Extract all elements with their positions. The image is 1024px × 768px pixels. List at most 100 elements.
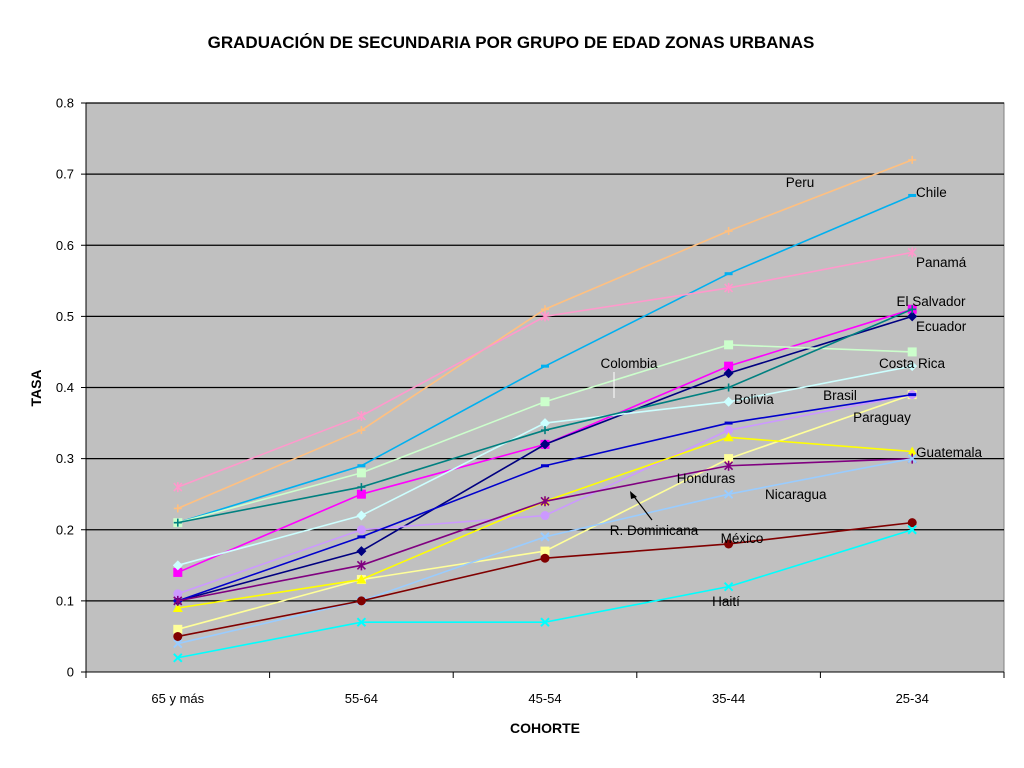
- x-tick-label: 55-64: [345, 691, 378, 706]
- series-annotation: Honduras: [677, 471, 736, 486]
- data-point: [724, 425, 734, 435]
- data-point: [540, 311, 550, 322]
- data-point: [540, 553, 550, 563]
- x-axis-title: COHORTE: [510, 720, 580, 736]
- series-costa-rica: [173, 340, 917, 528]
- series-annotation: Ecuador: [916, 319, 967, 334]
- series-annotation: Peru: [786, 175, 815, 190]
- data-point: [907, 525, 917, 535]
- y-axis-title: TASA: [28, 369, 44, 406]
- data-point: [907, 518, 917, 528]
- data-point: [356, 525, 366, 535]
- data-point: [173, 638, 183, 649]
- data-point: [540, 397, 550, 407]
- data-point: [356, 596, 366, 606]
- data-point: [540, 617, 550, 627]
- series-bolivia: [173, 305, 917, 527]
- series-annotation: Paraguay: [853, 410, 911, 425]
- x-tick-label: 65 y más: [151, 691, 204, 706]
- series-annotation: El Salvador: [896, 294, 966, 309]
- series-annotation: Panamá: [916, 255, 967, 270]
- data-point: [173, 589, 183, 599]
- data-point: [173, 631, 183, 641]
- series-annotation: México: [721, 531, 764, 546]
- data-point: [173, 595, 183, 606]
- y-tick-label: 0.5: [56, 309, 74, 324]
- axes: 0 0.1 0.2 0.3 0.4 0.5 0.6 0.7 0.8 65 y más 55-64 45…: [56, 96, 1005, 706]
- data-point: [173, 518, 182, 527]
- series-hait-: [173, 525, 917, 663]
- data-point: [173, 653, 183, 663]
- y-tick-label: 0.2: [56, 522, 74, 537]
- series-paraguay: [173, 390, 917, 599]
- data-point: [724, 272, 733, 276]
- data-point: [172, 602, 183, 612]
- y-tick-label: 0.6: [56, 238, 74, 253]
- data-point: [356, 468, 366, 478]
- data-point: [907, 446, 918, 456]
- data-point: [357, 464, 366, 468]
- series-layer: [172, 155, 918, 663]
- callout-arrow-head: [630, 491, 637, 499]
- series-annotation: Brasil: [823, 388, 857, 403]
- data-point: [907, 347, 917, 357]
- data-point: [724, 282, 734, 293]
- data-point: [907, 311, 918, 322]
- data-point: [540, 511, 550, 521]
- data-point: [173, 482, 183, 493]
- data-point: [724, 227, 733, 236]
- data-point: [723, 368, 734, 379]
- y-tick-label: 0.3: [56, 451, 74, 466]
- data-point: [724, 421, 733, 425]
- data-point: [723, 489, 734, 499]
- data-point: [724, 340, 734, 350]
- data-point: [356, 510, 367, 521]
- y-tick-label: 0.7: [56, 167, 74, 182]
- data-point: [356, 410, 366, 421]
- series-annotation: Colombia: [600, 356, 658, 371]
- data-point: [357, 535, 366, 539]
- data-point: [908, 393, 917, 397]
- data-point: [907, 453, 917, 464]
- series-panam-: [173, 247, 917, 493]
- y-tick-label: 0.4: [56, 380, 74, 395]
- data-point: [172, 560, 183, 571]
- series-annotation: Guatemala: [916, 445, 983, 460]
- y-tick-label: 0: [67, 665, 74, 680]
- chart-title: GRADUACIÓN DE SECUNDARIA POR GRUPO DE ED…: [208, 33, 815, 52]
- data-point: [540, 532, 550, 542]
- series-annotation: Nicaragua: [765, 487, 827, 502]
- data-point: [723, 432, 734, 442]
- data-point: [356, 546, 367, 557]
- x-tick-label: 45-54: [528, 691, 561, 706]
- data-point: [908, 155, 917, 164]
- data-point: [540, 496, 550, 507]
- y-tick-label: 0.8: [56, 96, 74, 111]
- x-tick-label: 35-44: [712, 691, 745, 706]
- data-point: [357, 483, 366, 492]
- data-point: [724, 539, 734, 549]
- data-point: [356, 489, 366, 499]
- callout-arrow: [631, 493, 653, 521]
- data-point: [541, 464, 549, 468]
- data-point: [907, 247, 917, 258]
- data-point: [541, 364, 549, 368]
- series-colombia: [172, 361, 918, 571]
- data-point: [723, 581, 734, 592]
- data-point: [540, 418, 550, 429]
- data-point: [907, 361, 918, 372]
- series-m-xico: [173, 518, 917, 641]
- data-point: [541, 426, 549, 435]
- data-point: [908, 305, 917, 314]
- series-annotation: Costa Rica: [879, 356, 946, 371]
- data-point: [723, 396, 734, 407]
- series-annotation: Chile: [916, 185, 947, 200]
- data-point: [724, 460, 734, 471]
- data-point: [356, 617, 367, 627]
- series-annotation: R. Dominicana: [610, 523, 699, 538]
- data-point: [540, 439, 550, 450]
- data-point: [724, 383, 733, 392]
- data-point: [356, 574, 367, 584]
